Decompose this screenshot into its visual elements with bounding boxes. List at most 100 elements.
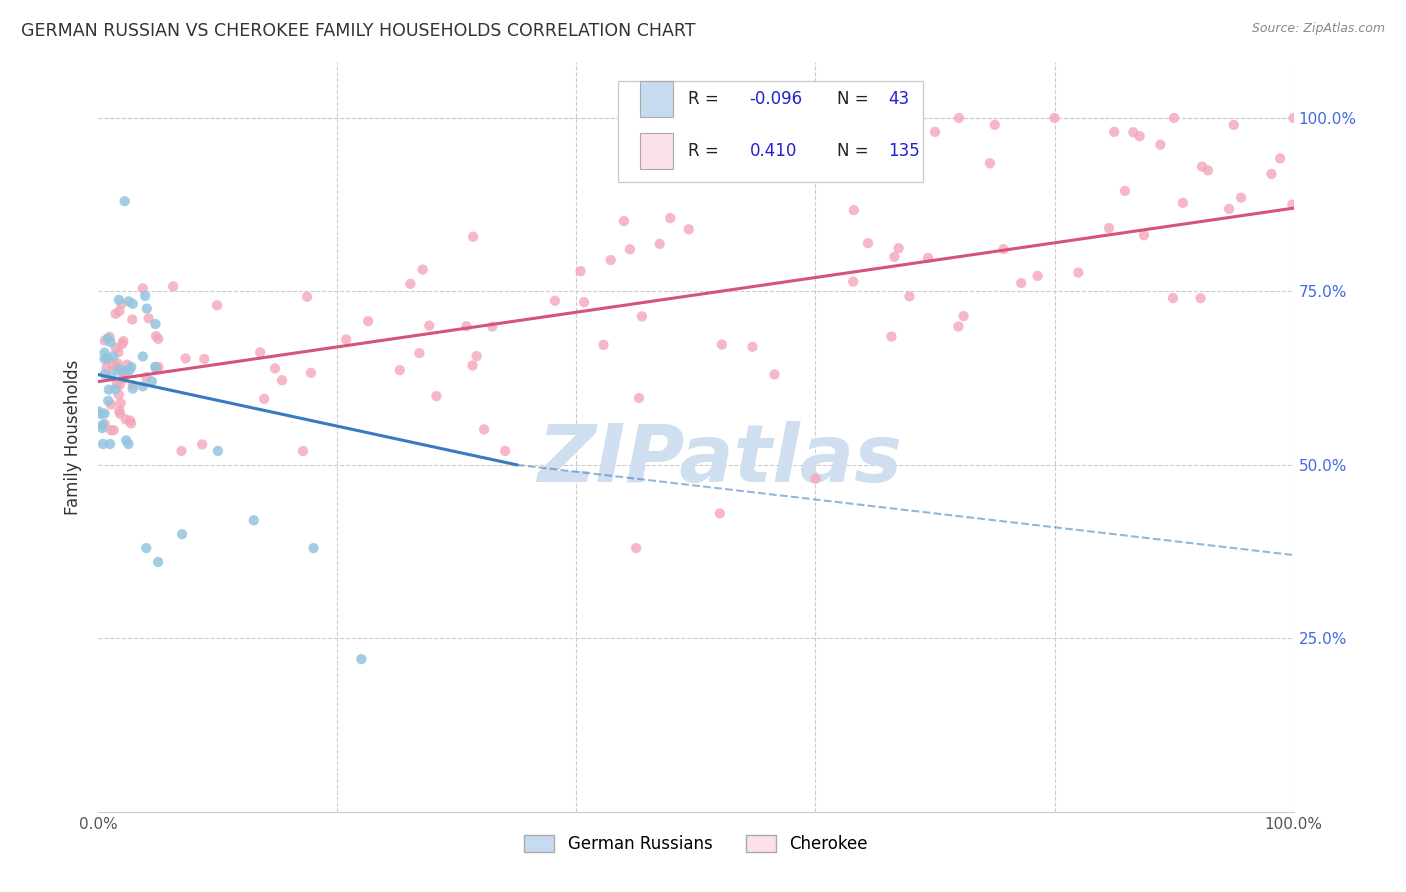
Point: [94, 334, 117, 348]
Text: Source: ZipAtlas.com: Source: ZipAtlas.com: [1251, 22, 1385, 36]
Point: [1026, 268, 1049, 283]
Point: [979, 156, 1001, 170]
Point: [763, 368, 786, 382]
Point: [205, 298, 228, 312]
Point: [107, 357, 129, 371]
Point: [91, 437, 114, 451]
Point: [1223, 118, 1246, 132]
Point: [465, 349, 488, 363]
Point: [626, 541, 648, 555]
Point: [104, 341, 127, 355]
Point: [114, 412, 136, 426]
Point: [659, 211, 682, 226]
Point: [399, 277, 422, 291]
Text: R =: R =: [688, 90, 718, 108]
Point: [111, 368, 134, 383]
Point: [461, 359, 484, 373]
Point: [1281, 197, 1303, 211]
Text: -0.096: -0.096: [749, 90, 803, 108]
Text: N =: N =: [837, 90, 869, 108]
Point: [112, 372, 135, 386]
Point: [93, 352, 115, 367]
Point: [117, 437, 139, 451]
Point: [117, 358, 139, 372]
Point: [1260, 167, 1282, 181]
Point: [243, 513, 266, 527]
Point: [357, 314, 380, 328]
Point: [1114, 184, 1136, 198]
Point: [100, 397, 122, 411]
Point: [107, 363, 129, 377]
Point: [121, 382, 143, 396]
FancyBboxPatch shape: [619, 81, 922, 182]
Point: [887, 241, 910, 255]
Point: [494, 444, 516, 458]
Point: [418, 318, 440, 333]
Point: [613, 214, 636, 228]
Point: [350, 652, 373, 666]
Point: [97, 383, 120, 397]
Point: [592, 338, 614, 352]
Point: [134, 289, 156, 303]
Point: [1010, 276, 1032, 290]
Point: [856, 236, 879, 251]
Point: [103, 423, 125, 437]
Point: [105, 376, 128, 391]
Point: [145, 362, 167, 376]
Point: [1122, 125, 1144, 139]
Point: [114, 194, 136, 209]
Point: [97, 352, 120, 367]
Point: [172, 527, 194, 541]
Point: [118, 413, 141, 427]
Point: [98, 330, 121, 344]
Point: [114, 365, 136, 379]
Point: [135, 301, 157, 316]
Point: [96, 360, 118, 375]
Point: [1067, 266, 1090, 280]
Point: [984, 118, 1007, 132]
Point: [1191, 160, 1213, 174]
Point: [108, 387, 131, 401]
Point: [472, 422, 495, 436]
Point: [98, 437, 121, 451]
Point: [456, 319, 478, 334]
Point: [135, 370, 157, 384]
Point: [619, 242, 641, 256]
Point: [148, 332, 170, 346]
Point: [145, 317, 167, 331]
Point: [100, 423, 122, 437]
Point: [108, 293, 131, 307]
Text: 135: 135: [889, 142, 920, 160]
Point: [104, 307, 127, 321]
Point: [292, 444, 315, 458]
Text: ZIPatlas: ZIPatlas: [537, 420, 903, 499]
Point: [93, 417, 115, 431]
Point: [1197, 163, 1219, 178]
Point: [463, 229, 485, 244]
Point: [110, 396, 132, 410]
Point: [110, 297, 132, 311]
Point: [948, 111, 970, 125]
Point: [425, 389, 447, 403]
Point: [132, 379, 155, 393]
Point: [1161, 291, 1184, 305]
Point: [145, 360, 167, 375]
Point: [148, 555, 170, 569]
Point: [118, 294, 141, 309]
Point: [174, 351, 197, 366]
Point: [97, 393, 120, 408]
Point: [111, 337, 134, 351]
Point: [569, 264, 592, 278]
FancyBboxPatch shape: [640, 133, 673, 169]
Point: [145, 329, 167, 343]
Point: [135, 541, 157, 555]
Point: [1104, 125, 1126, 139]
Point: [1268, 152, 1291, 166]
Text: GERMAN RUSSIAN VS CHEROKEE FAMILY HOUSEHOLDS CORRELATION CHART: GERMAN RUSSIAN VS CHEROKEE FAMILY HOUSEH…: [21, 22, 696, 40]
Point: [249, 345, 271, 359]
Point: [191, 437, 214, 451]
Point: [271, 373, 294, 387]
Point: [741, 340, 763, 354]
Point: [299, 366, 322, 380]
Point: [948, 319, 970, 334]
